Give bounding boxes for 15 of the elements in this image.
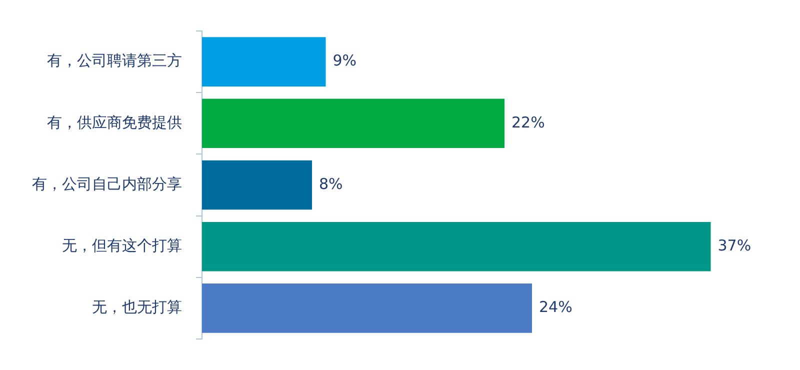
- data-label: 8%: [319, 174, 343, 193]
- y-tick-label: 有，供应商免费提供: [47, 113, 182, 132]
- bar: [202, 98, 504, 148]
- data-label: 24%: [539, 298, 572, 316]
- bar: [202, 37, 326, 86]
- y-tick-label: 有，公司聘请第三方: [47, 52, 182, 70]
- bar: [202, 160, 312, 210]
- data-label: 22%: [512, 113, 545, 132]
- data-label: 9%: [332, 52, 357, 70]
- y-tick-label: 无，但有这个打算: [62, 236, 182, 254]
- y-tick-label: 有，公司自己内部分享: [32, 174, 182, 193]
- data-label: 37%: [718, 236, 752, 254]
- y-tick-label: 无，也无打算: [92, 298, 182, 316]
- bar: [202, 284, 532, 333]
- bar: [202, 222, 711, 272]
